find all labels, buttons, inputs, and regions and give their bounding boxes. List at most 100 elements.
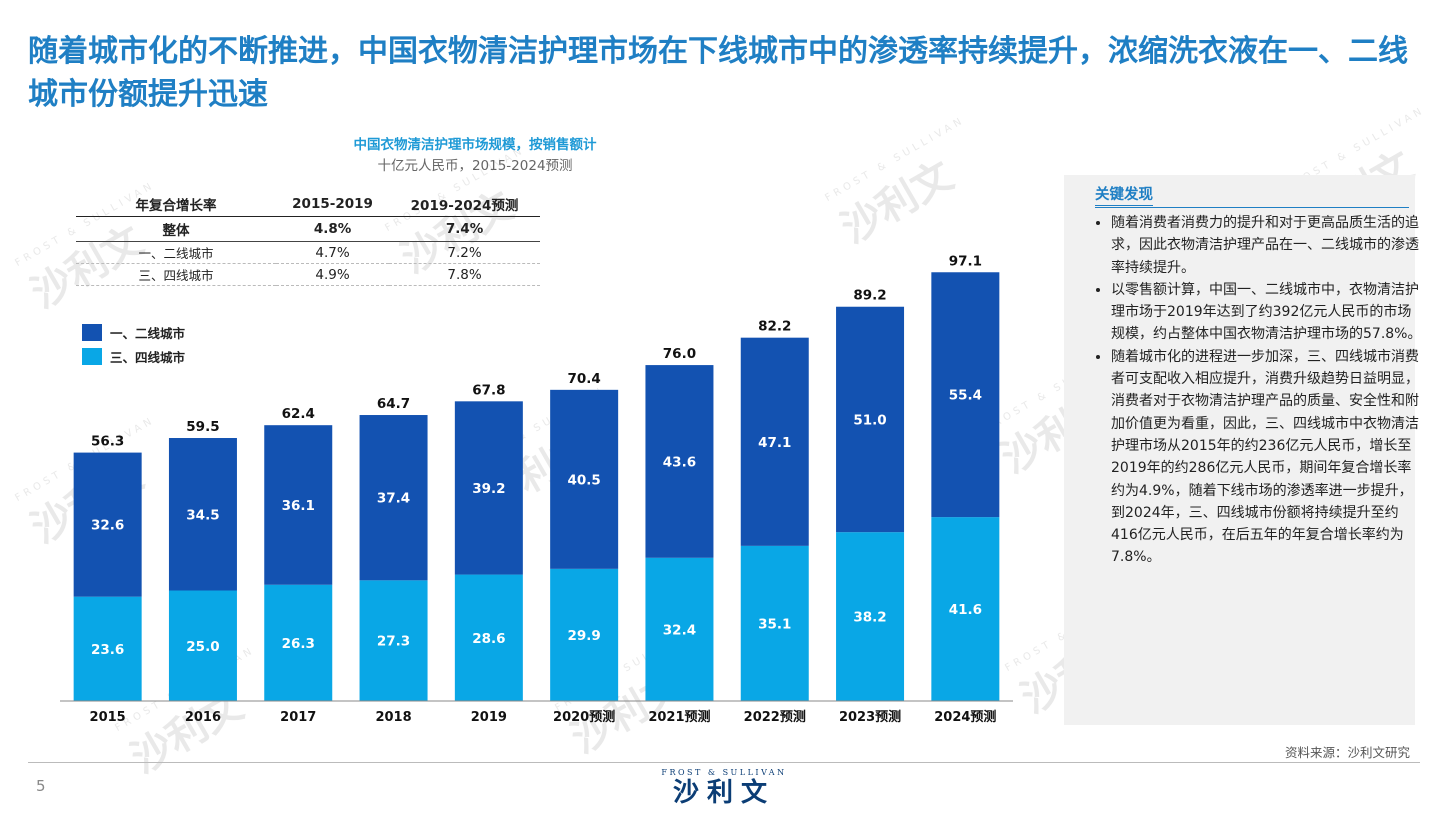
finding-item: 以零售额计算，中国一、二线城市中，衣物清洁护理市场于2019年达到了约392亿元… [1111, 279, 1425, 346]
bar-total-label: 62.4 [282, 406, 315, 422]
bar-value-label: 32.4 [663, 622, 696, 638]
divider [1095, 207, 1409, 208]
bar-segment-tier34 [73, 596, 142, 701]
bar-segment-tier12 [645, 365, 714, 558]
bar-segment-tier34 [168, 590, 237, 701]
legend-item-tier12: 一、二线城市 [82, 323, 185, 342]
cagr-value: 4.7% [276, 241, 390, 264]
x-tick-label: 2019 [471, 710, 507, 725]
bar-value-label: 25.0 [186, 639, 219, 655]
logo-text-en: FROST & SULLIVAN [661, 768, 787, 777]
bar-total-label: 89.2 [853, 288, 886, 304]
cagr-row-tier12: 一、二线城市 4.7% 7.2% [76, 241, 540, 264]
bar-segment-tier12 [836, 306, 905, 533]
bar-value-label: 51.0 [853, 412, 886, 428]
legend-label: 三、四线城市 [110, 350, 186, 365]
bar-segment-tier34 [740, 545, 809, 701]
bar-segment-tier34 [264, 584, 333, 701]
page-number: 5 [36, 777, 46, 795]
cagr-value: 7.4% [389, 216, 540, 242]
legend-swatch [82, 324, 102, 341]
bar-value-label: 29.9 [567, 628, 600, 644]
x-tick-label: 2024预测 [934, 709, 996, 725]
bar-segment-tier12 [931, 272, 1000, 518]
cagr-value: 4.9% [276, 263, 390, 286]
finding-item: 随着消费者消费力的提升和对于更高品质生活的追求，因此衣物清洁护理产品在一、二线城… [1111, 212, 1425, 279]
bar-value-label: 36.1 [282, 498, 315, 514]
bar-total-label: 82.2 [758, 319, 791, 335]
bar-segment-tier12 [264, 425, 333, 585]
bar-value-label: 32.6 [91, 518, 124, 534]
bar-total-label: 59.5 [186, 419, 219, 435]
bar-segment-tier34 [836, 532, 905, 701]
legend-item-tier34: 三、四线城市 [82, 347, 185, 366]
bar-total-label: 64.7 [377, 396, 410, 412]
bar-value-label: 43.6 [663, 454, 696, 470]
bar-segment-tier34 [454, 574, 523, 701]
logo-text-cn: 沙利文 [672, 778, 775, 808]
legend-swatch [82, 348, 102, 365]
chart-subtitle: 十亿元人民币，2015-2024预测 [377, 158, 573, 174]
bar-value-label: 55.4 [949, 388, 982, 404]
bar-segment-tier34 [931, 517, 1000, 701]
bar-total-label: 76.0 [663, 346, 696, 362]
bar-total-label: 70.4 [567, 371, 600, 387]
bar-value-label: 23.6 [91, 642, 124, 658]
cagr-value: 4.8% [276, 216, 390, 242]
bar-value-label: 35.1 [758, 616, 791, 632]
cagr-table: 年复合增长率 2015-2019 2019-2024预测 整体 4.8% 7.4… [76, 192, 540, 286]
bar-value-label: 26.3 [282, 636, 315, 652]
bar-segment-tier12 [454, 401, 523, 575]
cagr-table-header: 年复合增长率 2015-2019 2019-2024预测 [76, 192, 540, 217]
page-title: 随着城市化的不断推进，中国衣物清洁护理市场在下线城市中的渗透率持续提升，浓缩洗衣… [28, 34, 1408, 112]
cagr-header-label: 年复合增长率 [76, 192, 276, 217]
bar-segment-tier12 [168, 438, 237, 591]
bar-segment-tier34 [550, 568, 619, 701]
cagr-row-label: 三、四线城市 [76, 263, 276, 286]
x-tick-label: 2016 [185, 710, 221, 725]
x-tick-label: 2018 [375, 710, 411, 725]
legend-label: 一、二线城市 [110, 326, 186, 341]
stacked-bar-chart: 23.6 32.6 56.3 2015 25.0 34.5 59.5 2016 26.3 36.1… [60, 253, 1013, 725]
cagr-header-period-2: 2019-2024预测 [389, 192, 540, 217]
key-findings-title: 关键发现 [1095, 183, 1153, 206]
bar-segment-tier12 [359, 415, 428, 581]
finding-item: 随着城市化的进程进一步加深，三、四线城市消费者可支配收入相应提升，消费升级趋势日… [1111, 346, 1425, 569]
divider [28, 762, 1420, 763]
bar-total-label: 97.1 [949, 253, 982, 269]
cagr-row-label: 整体 [76, 216, 276, 242]
bar-total-label: 67.8 [472, 382, 505, 398]
cagr-row-label: 一、二线城市 [76, 241, 276, 264]
bar-value-label: 41.6 [949, 602, 982, 618]
x-tick-label: 2017 [280, 710, 316, 725]
x-tick-label: 2023预测 [839, 709, 901, 725]
bar-segment-tier12 [740, 337, 809, 546]
bar-segment-tier34 [359, 580, 428, 701]
bar-value-label: 47.1 [758, 435, 791, 451]
key-findings-panel: 关键发现 随着消费者消费力的提升和对于更高品质生活的追求，因此衣物清洁护理产品在… [1064, 175, 1421, 725]
x-tick-label: 2022预测 [744, 709, 806, 725]
source-note: 资料来源：沙利文研究 [1284, 745, 1410, 760]
chart-title: 中国衣物清洁护理市场规模，按销售额计 [353, 137, 597, 153]
cagr-header-period-1: 2015-2019 [276, 192, 390, 217]
cagr-row-overall: 整体 4.8% 7.4% [76, 216, 540, 242]
x-tick-label: 2015 [90, 710, 126, 725]
bar-value-label: 40.5 [567, 472, 600, 488]
bar-value-label: 27.3 [377, 634, 410, 650]
bar-total-label: 56.3 [91, 434, 124, 450]
x-tick-label: 2020预测 [553, 709, 615, 725]
bar-segment-tier12 [73, 452, 142, 597]
bar-value-label: 34.5 [186, 507, 219, 523]
bar-value-label: 38.2 [853, 610, 886, 626]
cagr-value: 7.8% [389, 263, 540, 286]
frost-sullivan-logo: FROST & SULLIVAN 沙利文 [0, 768, 1448, 809]
bar-value-label: 37.4 [377, 491, 410, 507]
x-tick-label: 2021预测 [648, 709, 710, 725]
cagr-value: 7.2% [389, 241, 540, 264]
cagr-row-tier34: 三、四线城市 4.9% 7.8% [76, 263, 540, 286]
bar-value-label: 28.6 [472, 631, 505, 647]
bar-value-label: 39.2 [472, 481, 505, 497]
key-findings-list: 随着消费者消费力的提升和对于更高品质生活的追求，因此衣物清洁护理产品在一、二线城… [1089, 212, 1425, 569]
bar-segment-tier12 [550, 389, 619, 569]
bar-segment-tier34 [645, 557, 714, 701]
